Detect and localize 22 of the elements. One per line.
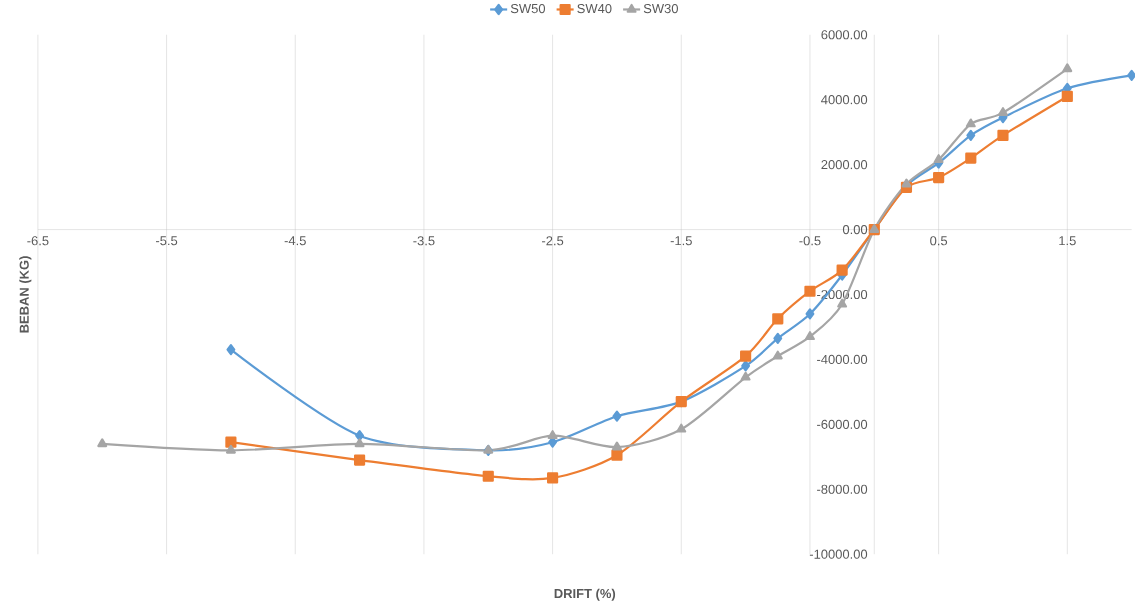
y-tick-label: 6000.00 [821,30,868,40]
y-tick-label: 4000.00 [821,95,868,105]
y-tick-label: -6000.00 [817,419,868,429]
y-tick-label: -4000.00 [817,354,868,364]
y-tick-label: 0.00 [842,224,868,235]
x-tick-label: -5.5 [155,236,178,246]
legend-label: SW30 [643,3,678,14]
x-axis-title: DRIFT (%) [554,588,616,601]
x-tick-label: -3.5 [413,236,435,246]
x-tick-label: 0.5 [930,236,948,246]
x-tick-label: -2.5 [542,236,564,246]
x-tick-label: -6.5 [27,236,49,246]
y-tick-label: -8000.00 [817,484,868,494]
legend-label: SW50 [510,3,546,14]
y-tick-label: -10000.00 [809,549,868,559]
x-tick-label: -1.5 [670,236,692,246]
y-tick-label: 2000.00 [821,160,868,170]
x-tick-label: 1.5 [1059,236,1076,246]
x-tick-label: -0.5 [799,236,821,246]
y-axis-title: BEBAN (KG) [19,256,32,333]
legend-label: SW40 [577,3,612,14]
x-tick-label: -4.5 [284,236,306,246]
